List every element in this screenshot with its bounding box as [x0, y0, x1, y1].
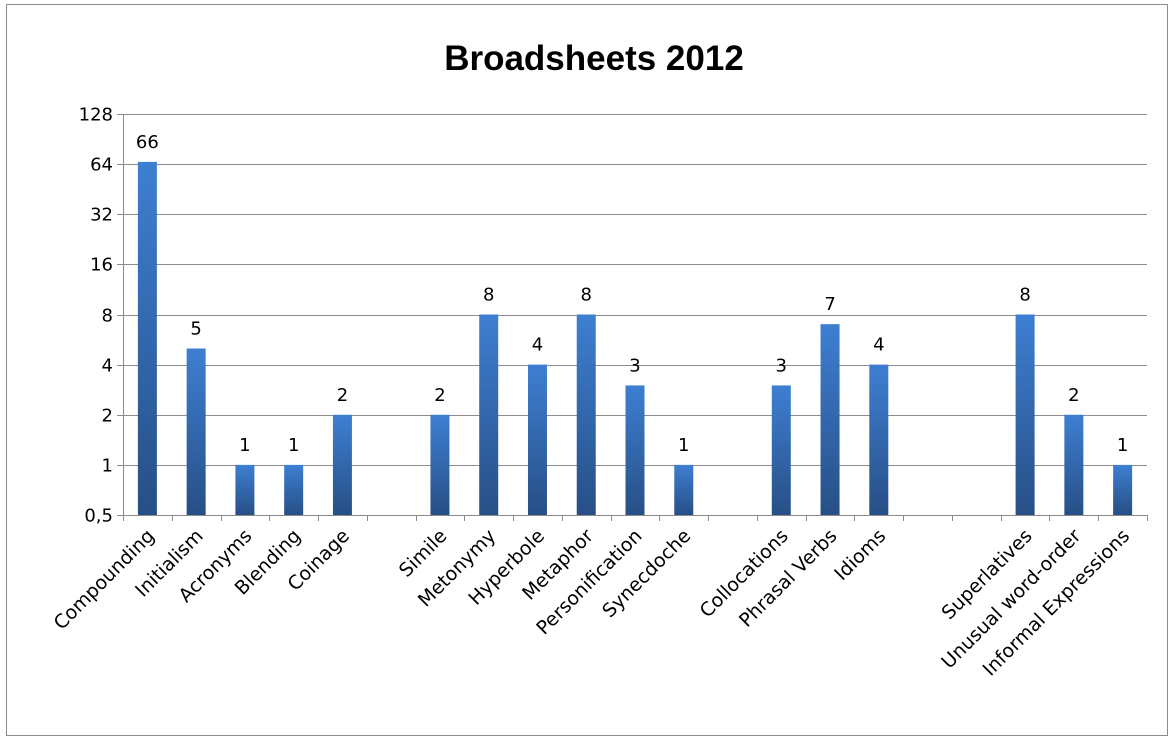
y-tick-label: 0,5 — [84, 506, 113, 527]
data-label: 3 — [776, 355, 787, 376]
data-label: 8 — [1019, 285, 1030, 306]
y-tick-label: 128 — [79, 105, 113, 126]
bar — [235, 465, 254, 515]
bar — [138, 162, 157, 515]
bar — [1064, 415, 1083, 515]
x-category-label: Idioms — [830, 525, 890, 585]
bar — [577, 315, 596, 516]
bar — [284, 465, 303, 515]
data-label: 1 — [239, 435, 250, 456]
data-label: 1 — [288, 435, 299, 456]
data-label: 1 — [1117, 435, 1128, 456]
data-label: 2 — [337, 385, 348, 406]
y-tick-label: 8 — [102, 306, 113, 327]
bar — [869, 365, 888, 515]
data-label: 3 — [629, 355, 640, 376]
y-axis-ticks: 0,5 1 2 4 8 16 32 64 128 — [79, 105, 113, 527]
data-label: 7 — [824, 294, 835, 315]
y-tick-label: 64 — [90, 155, 113, 176]
bar — [479, 315, 498, 516]
x-axis-categories: CompoundingInitialismAcronymsBlendingCoi… — [50, 525, 1135, 681]
y-tick-label: 16 — [90, 255, 113, 276]
bar — [821, 324, 840, 515]
bar — [626, 385, 645, 515]
y-tick-label: 1 — [102, 456, 113, 477]
data-label: 8 — [483, 285, 494, 306]
bar — [1016, 315, 1035, 516]
data-label: 4 — [873, 335, 884, 356]
y-tick-label: 32 — [90, 205, 113, 226]
y-tick-label: 2 — [102, 406, 113, 427]
data-label: 5 — [190, 318, 201, 339]
bar — [528, 365, 547, 515]
bar — [187, 348, 206, 515]
y-tick-label: 4 — [102, 356, 113, 377]
data-label: 4 — [532, 335, 543, 356]
data-label: 2 — [1068, 385, 1079, 406]
data-label: 1 — [678, 435, 689, 456]
bar — [772, 385, 791, 515]
data-label: 8 — [581, 285, 592, 306]
bar — [674, 465, 693, 515]
bar — [1113, 465, 1132, 515]
bar — [430, 415, 449, 515]
data-label: 2 — [434, 385, 445, 406]
bar — [333, 415, 352, 515]
chart-title: Broadsheets 2012 — [444, 39, 744, 78]
data-label: 66 — [136, 132, 159, 153]
